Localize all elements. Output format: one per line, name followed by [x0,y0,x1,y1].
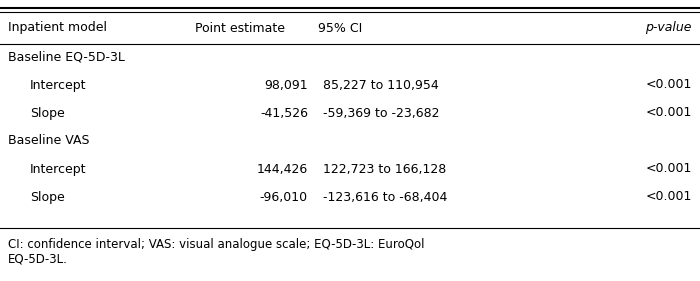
Text: <0.001: <0.001 [645,78,692,92]
Text: -41,526: -41,526 [260,106,308,119]
Text: Slope: Slope [30,191,64,203]
Text: Point estimate: Point estimate [195,22,285,35]
Text: -59,369 to -23,682: -59,369 to -23,682 [323,106,440,119]
Text: p-value: p-value [645,22,692,35]
Text: CI: confidence interval; VAS: visual analogue scale; EQ-5D-3L: EuroQol: CI: confidence interval; VAS: visual ana… [8,238,424,251]
Text: 144,426: 144,426 [257,162,308,176]
Text: EQ-5D-3L.: EQ-5D-3L. [8,252,68,265]
Text: Baseline VAS: Baseline VAS [8,135,90,148]
Text: Intercept: Intercept [30,78,87,92]
Text: <0.001: <0.001 [645,191,692,203]
Text: 98,091: 98,091 [265,78,308,92]
Text: 85,227 to 110,954: 85,227 to 110,954 [323,78,439,92]
Text: 95% CI: 95% CI [318,22,363,35]
Text: 122,723 to 166,128: 122,723 to 166,128 [323,162,447,176]
Text: <0.001: <0.001 [645,106,692,119]
Text: -123,616 to -68,404: -123,616 to -68,404 [323,191,447,203]
Text: Slope: Slope [30,106,64,119]
Text: <0.001: <0.001 [645,162,692,176]
Text: Inpatient model: Inpatient model [8,22,107,35]
Text: -96,010: -96,010 [260,191,308,203]
Text: Intercept: Intercept [30,162,87,176]
Text: Baseline EQ-5D-3L: Baseline EQ-5D-3L [8,51,125,64]
